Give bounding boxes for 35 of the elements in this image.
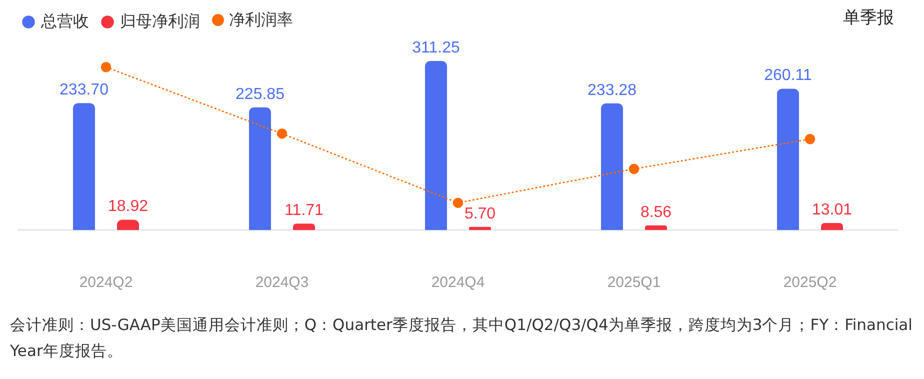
x-tick-label: 2024Q2 bbox=[79, 274, 133, 292]
text: 会计准则：US-GAAP美国通用会计准则；Q：Quarter季度报告，其中Q1/Q2/Q3/Q4为单季报，跨度均为3个月；FY：Financial Year年度报告。 bbox=[10, 315, 914, 362]
bar bbox=[777, 88, 799, 230]
bar bbox=[469, 226, 491, 230]
point bbox=[804, 134, 816, 144]
data-label: 11.71 bbox=[284, 202, 324, 220]
data-label: 311.25 bbox=[412, 39, 460, 56]
legend-label: 净利润率 bbox=[228, 10, 293, 29]
legend-label: 总营收 bbox=[40, 12, 89, 30]
data-label: 5.70 bbox=[464, 205, 496, 222]
point bbox=[276, 128, 288, 139]
x-tick-label: 2024Q3 bbox=[255, 274, 309, 292]
data-label: 18.92 bbox=[108, 198, 148, 216]
text: 单季报 bbox=[843, 7, 894, 29]
legend-label: 归母净利润 bbox=[120, 12, 200, 30]
data-label: 8.56 bbox=[640, 204, 672, 221]
bar bbox=[821, 222, 843, 230]
bar bbox=[601, 103, 623, 230]
point bbox=[100, 62, 112, 72]
data-label: 233.70 bbox=[60, 82, 109, 99]
x-tick-label: 2025Q2 bbox=[783, 274, 837, 292]
bar bbox=[73, 103, 95, 230]
point bbox=[628, 164, 640, 174]
data-label: 233.28 bbox=[588, 82, 637, 99]
data-label: 260.11 bbox=[764, 67, 812, 84]
bar bbox=[117, 220, 139, 230]
x-tick-label: 2025Q1 bbox=[607, 274, 661, 292]
point bbox=[452, 198, 464, 208]
data-label: 13.01 bbox=[812, 201, 852, 218]
bar bbox=[645, 225, 667, 230]
bar bbox=[425, 61, 447, 230]
bar bbox=[293, 224, 315, 230]
data-label: 225.85 bbox=[236, 86, 285, 103]
x-tick-label: 2024Q4 bbox=[431, 274, 485, 292]
bar bbox=[249, 107, 271, 230]
